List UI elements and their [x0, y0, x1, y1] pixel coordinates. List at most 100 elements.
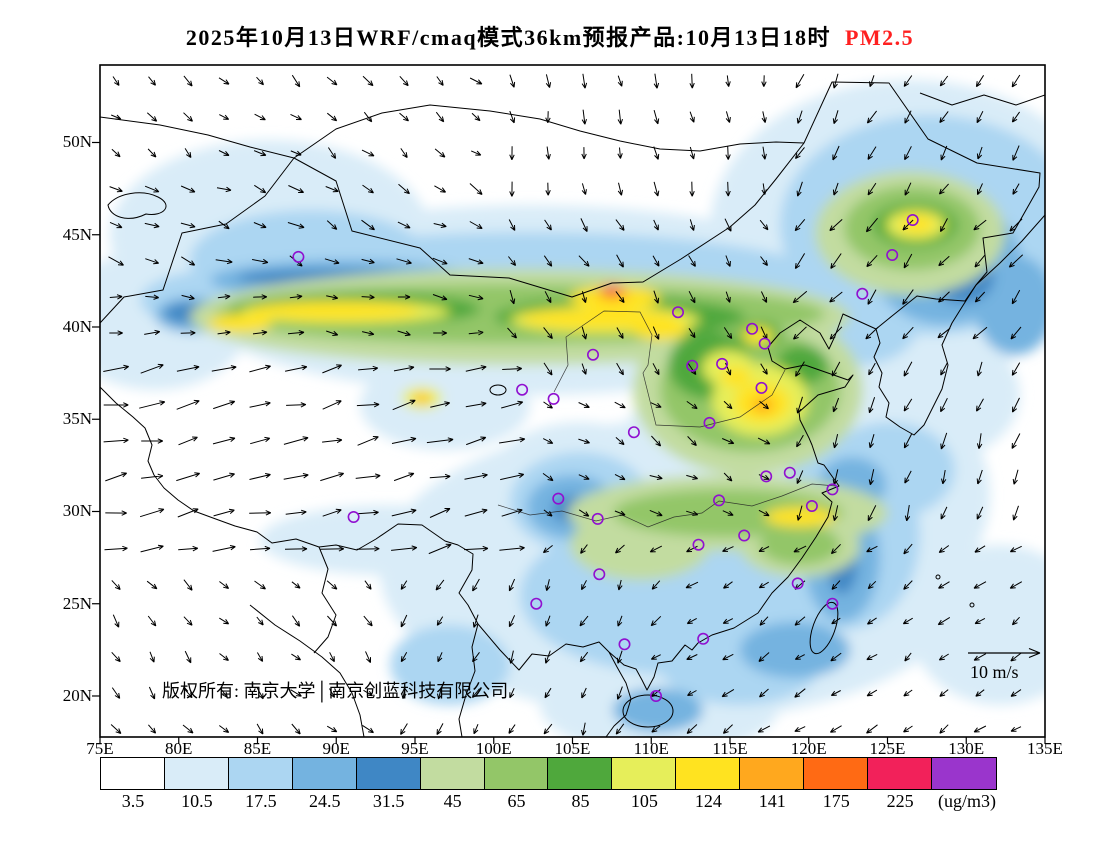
- axis-ticks: [92, 141, 1046, 744]
- wind-scale: 10 m/s: [968, 647, 1041, 682]
- colorbar-segment: [228, 758, 293, 789]
- lat-tick-label: 30N: [62, 501, 92, 521]
- pm25-concentration-field: [100, 80, 1045, 737]
- colorbar-level-label: 141: [758, 791, 786, 811]
- city-marker: [347, 510, 360, 523]
- hainan-island: [622, 694, 674, 728]
- colorbar-segment: [740, 758, 805, 789]
- city-marker: [906, 214, 919, 227]
- city-marker: [593, 568, 606, 581]
- city-marker: [738, 529, 751, 542]
- colorbar-segment: [484, 758, 549, 789]
- city-marker: [805, 499, 818, 512]
- korea-coast: [873, 284, 977, 436]
- city-marker: [697, 632, 710, 645]
- colorbar-level-label: 24.5: [309, 791, 341, 811]
- city-marker: [886, 249, 899, 262]
- city-marker: [586, 348, 599, 361]
- colorbar-level-label: 225: [886, 791, 914, 811]
- lat-tick-label: 35N: [62, 409, 92, 429]
- copyright-text: 版权所有: 南京大学│南京创蓝科技有限公司: [162, 680, 508, 703]
- city-marker: [712, 494, 725, 507]
- lon-tick-label: 115E: [712, 739, 748, 758]
- lon-tick-label: 105E: [554, 739, 591, 758]
- colorbar-segment: [292, 758, 357, 789]
- bengal-coast: [249, 604, 365, 737]
- lat-tick-label: 40N: [62, 316, 92, 336]
- colorbar-level-label: 85: [571, 791, 590, 811]
- wind-scale-arrow: [968, 647, 1041, 659]
- colorbar-level-label: 175: [822, 791, 850, 811]
- city-marker: [591, 512, 604, 525]
- bangladesh-border: [313, 546, 337, 654]
- city-marker: [618, 638, 631, 651]
- colorbar-units-label: (ug/m3): [938, 791, 996, 811]
- lon-tick-label: 75E: [86, 739, 114, 758]
- lat-tick-label: 20N: [62, 685, 92, 705]
- mongolia-border: [293, 104, 805, 159]
- russia-coast: [975, 214, 1045, 286]
- city-marker: [530, 597, 543, 610]
- amur-coast: [919, 92, 1045, 106]
- city-marker: [292, 250, 305, 263]
- colorbar-level-label: 105: [630, 791, 658, 811]
- city-marker: [826, 483, 839, 496]
- colorbar-level-label: 65: [507, 791, 526, 811]
- wind-scale-label: 10 m/s: [970, 662, 1019, 682]
- page-title: 2025年10月13日WRF/cmaq模式36km预报产品:10月13日18时 P…: [0, 20, 1100, 52]
- colorbar-segment: [612, 758, 677, 789]
- lon-tick-label: 110E: [633, 739, 669, 758]
- island-2: [969, 602, 975, 608]
- lake-balkhash: [107, 192, 167, 219]
- lat-tick-label: 50N: [62, 132, 92, 152]
- wind-vectors: [103, 73, 1024, 736]
- city-marker: [755, 381, 768, 394]
- city-marker: [547, 392, 560, 405]
- yellow-river: [553, 310, 786, 428]
- city-marker: [783, 466, 796, 479]
- lon-tick-label: 80E: [165, 739, 193, 758]
- city-marker: [686, 359, 699, 372]
- city-marker: [516, 383, 529, 396]
- city-marker: [856, 287, 869, 300]
- lon-tick-label: 135E: [1027, 739, 1063, 758]
- city-marker: [552, 492, 565, 505]
- city-marker: [671, 306, 684, 319]
- city-marker: [758, 337, 771, 350]
- city-marker: [703, 416, 716, 429]
- lon-tick-label: 85E: [243, 739, 272, 758]
- colorbar-level-label: 17.5: [245, 791, 277, 811]
- kazakh-border: [100, 116, 295, 159]
- colorbar: [100, 757, 997, 790]
- colorbar-level-label: 3.5: [121, 791, 145, 811]
- forecast-title: 2025年10月13日WRF/cmaq模式36km预报产品:10月13日18时: [185, 25, 831, 50]
- lon-tick-label: 130E: [948, 739, 985, 758]
- lon-tick-label: 90E: [322, 739, 350, 758]
- city-marker: [826, 597, 839, 610]
- colorbar-segment: [676, 758, 741, 789]
- colorbar-segment: [164, 758, 229, 789]
- lat-tick-label: 25N: [62, 593, 92, 613]
- myanmar-border: [458, 623, 479, 737]
- colorbar-segment: [931, 758, 996, 789]
- wind-vector-field: [103, 73, 1024, 736]
- lon-tick-label: 95E: [401, 739, 429, 758]
- colorbar-segment: [868, 758, 932, 789]
- city-marker: [692, 538, 705, 551]
- island-1: [935, 574, 941, 580]
- yangtze-river: [497, 483, 837, 528]
- taiwan-island: [809, 601, 839, 655]
- lon-tick-label: 120E: [790, 739, 827, 758]
- colorbar-segment: [804, 758, 869, 789]
- qinghai-lake: [489, 384, 507, 396]
- china-boundary: [100, 81, 1041, 691]
- city-marker: [791, 577, 804, 590]
- colorbar-level-label: 124: [694, 791, 722, 811]
- lat-tick-label: 45N: [62, 224, 92, 244]
- colorbar-segment: [101, 758, 165, 789]
- city-marker: [760, 470, 773, 483]
- colorbar-segment: [420, 758, 485, 789]
- colorbar-level-label: 31.5: [372, 791, 405, 811]
